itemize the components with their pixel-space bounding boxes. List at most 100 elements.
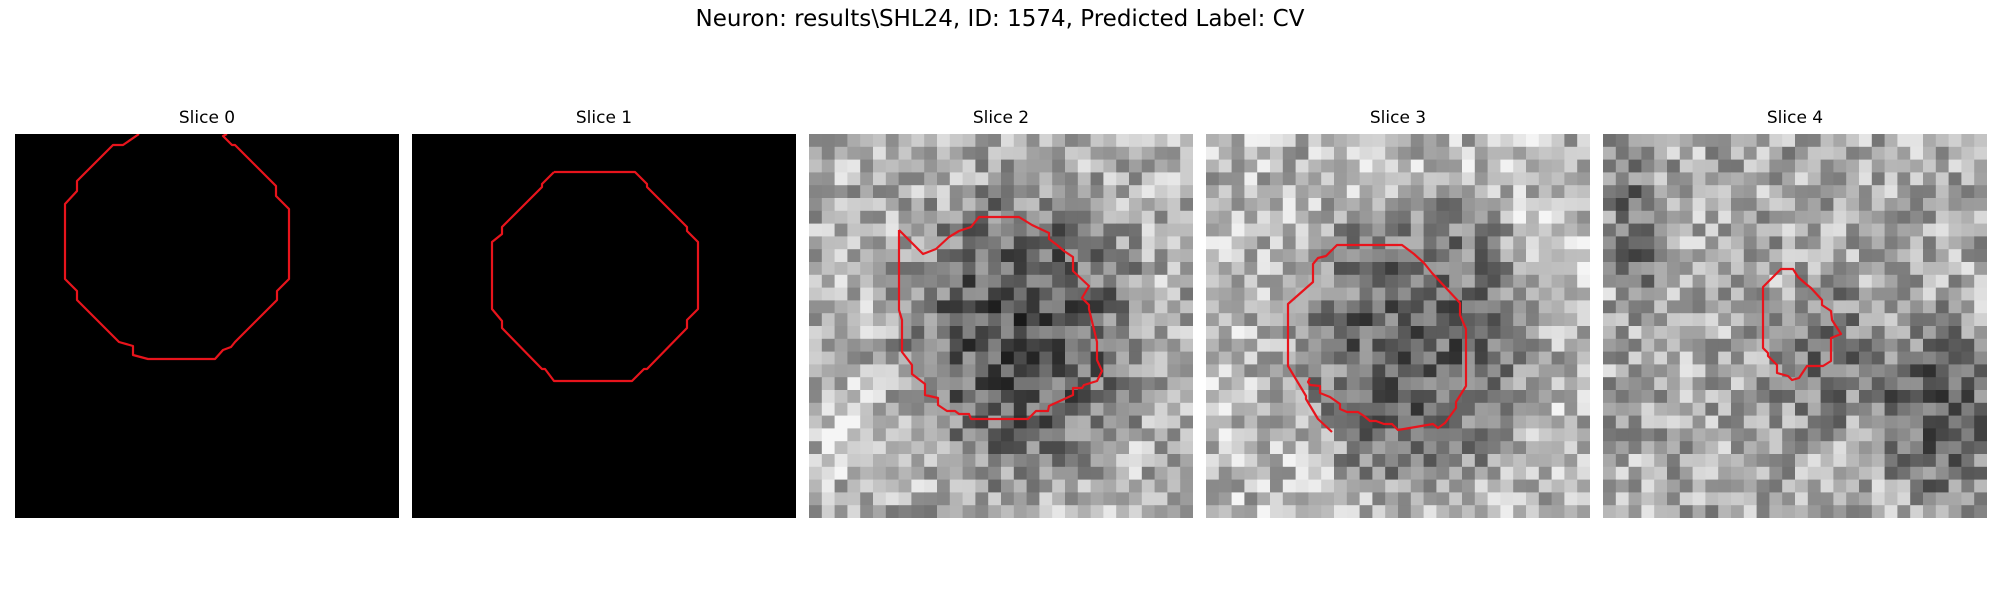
- pixel-cell: [1820, 134, 1834, 148]
- pixel-cell: [1218, 479, 1232, 493]
- pixel-cell: [1718, 274, 1732, 288]
- pixel-cell: [1551, 390, 1565, 404]
- pixel-cell: [1077, 364, 1091, 378]
- pixel-cell: [1551, 210, 1565, 224]
- pixel-cell: [1385, 313, 1399, 327]
- pixel-cell: [1667, 159, 1681, 173]
- pixel-cell: [1154, 313, 1168, 327]
- pixel-cell: [1295, 479, 1309, 493]
- pixel-cell: [873, 466, 887, 480]
- pixel-cell: [1026, 505, 1040, 518]
- pixel-cell: [1295, 351, 1309, 365]
- pixel-cell: [1833, 198, 1847, 212]
- pixel-cell: [1923, 185, 1937, 199]
- pixel-cell: [1474, 338, 1488, 352]
- pixel-cell: [1065, 441, 1079, 455]
- pixel-cell: [1077, 262, 1091, 276]
- pixel-cell: [1282, 262, 1296, 276]
- pixel-cell: [1833, 492, 1847, 506]
- pixel-cell: [1218, 492, 1232, 506]
- pixel-cell: [1436, 441, 1450, 455]
- pixel-cell: [1910, 390, 1924, 404]
- pixel-cell: [1257, 274, 1271, 288]
- pixel-cell: [1526, 313, 1540, 327]
- pixel-cell: [1923, 454, 1937, 468]
- pixel-cell: [1961, 185, 1975, 199]
- pixel-cell: [1782, 338, 1796, 352]
- pixel-cell: [821, 274, 835, 288]
- pixel-cell: [1743, 223, 1757, 237]
- pixel-cell: [1334, 249, 1348, 263]
- pixel-cell: [1180, 390, 1193, 404]
- pixel-cell: [1308, 402, 1322, 416]
- pixel-cell: [1731, 479, 1745, 493]
- pixel-cell: [1295, 338, 1309, 352]
- pixel-cell: [1270, 492, 1284, 506]
- pixel-cell: [847, 466, 861, 480]
- pixel-cell: [1795, 505, 1809, 518]
- pixel-cell: [1526, 351, 1540, 365]
- pixel-cell: [1270, 146, 1284, 160]
- pixel-cell: [937, 159, 951, 173]
- pixel-cell: [1052, 441, 1066, 455]
- pixel-cell: [1154, 338, 1168, 352]
- pixel-cell: [1129, 377, 1143, 391]
- pixel-cell: [962, 505, 976, 518]
- pixel-cell: [1077, 326, 1091, 340]
- pixel-cell: [1551, 198, 1565, 212]
- pixel-cell: [1564, 134, 1578, 148]
- pixel-cell: [1615, 159, 1629, 173]
- pixel-cell: [924, 300, 938, 314]
- pixel-cell: [1641, 249, 1655, 263]
- pixel-cell: [1628, 313, 1642, 327]
- pixel-cell: [1487, 172, 1501, 186]
- pixel-cell: [860, 262, 874, 276]
- pixel-cell: [1641, 377, 1655, 391]
- pixel-cell: [1667, 146, 1681, 160]
- pixel-cell: [1923, 351, 1937, 365]
- pixel-cell: [949, 351, 963, 365]
- pixel-cell: [1206, 402, 1220, 416]
- pixel-cell: [1884, 479, 1898, 493]
- pixel-cell: [1654, 364, 1668, 378]
- pixel-cell: [1910, 402, 1924, 416]
- pixel-cell: [1923, 198, 1937, 212]
- pixel-cell: [1871, 326, 1885, 340]
- pixel-cell: [1013, 287, 1027, 301]
- pixel-cell: [1103, 300, 1117, 314]
- pixel-cell: [1743, 441, 1757, 455]
- pixel-cell: [988, 134, 1002, 148]
- pixel-cell: [1231, 172, 1245, 186]
- pixel-cell: [1218, 134, 1232, 148]
- pixel-cell: [1820, 159, 1834, 173]
- pixel-cell: [809, 262, 823, 276]
- pixel-cell: [1129, 505, 1143, 518]
- pixel-cell: [1180, 326, 1193, 340]
- pixel-cell: [898, 479, 912, 493]
- pixel-cell: [1052, 313, 1066, 327]
- pixel-cell: [1641, 338, 1655, 352]
- pixel-cell: [1833, 134, 1847, 148]
- pixel-cell: [847, 223, 861, 237]
- pixel-cell: [1474, 428, 1488, 442]
- pixel-cell: [988, 249, 1002, 263]
- pixel-cell: [1948, 415, 1962, 429]
- pixel-cell: [873, 454, 887, 468]
- pixel-cell: [1052, 351, 1066, 365]
- pixel-cell: [1910, 479, 1924, 493]
- pixel-cell: [1603, 223, 1617, 237]
- pixel-cell: [1346, 428, 1360, 442]
- pixel-cell: [1321, 185, 1335, 199]
- pixel-cell: [1718, 326, 1732, 340]
- pixel-cell: [1551, 479, 1565, 493]
- pixel-cell: [1948, 313, 1962, 327]
- pixel-cell: [1846, 236, 1860, 250]
- pixel-cell: [988, 223, 1002, 237]
- pixel-cell: [1346, 185, 1360, 199]
- pixel-cell: [1065, 134, 1079, 148]
- pixel-cell: [1692, 198, 1706, 212]
- pixel-cell: [1474, 351, 1488, 365]
- pixel-cell: [1667, 415, 1681, 429]
- pixel-cell: [949, 479, 963, 493]
- pixel-cell: [1628, 377, 1642, 391]
